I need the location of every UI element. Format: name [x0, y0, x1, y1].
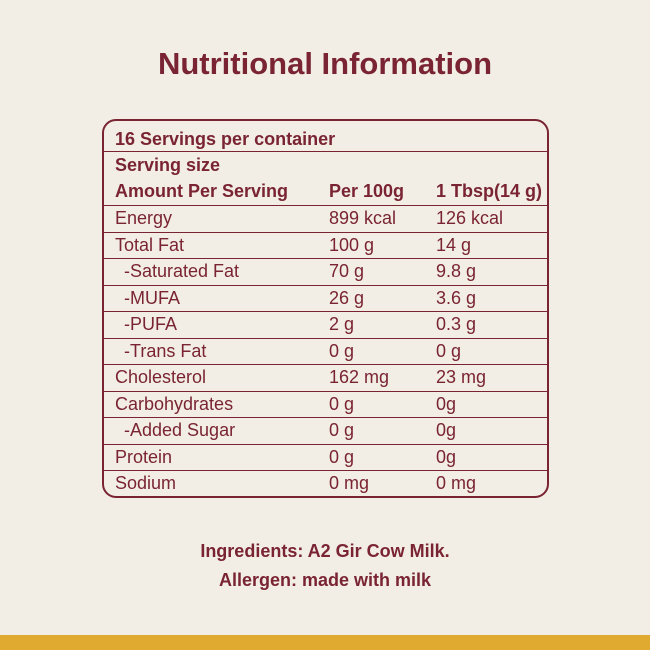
nutrient-name: -Added Sugar: [124, 420, 236, 440]
title: Nutritional Information: [157, 46, 493, 81]
row-rule: [104, 258, 547, 259]
row-rule: [104, 390, 547, 392]
nutrient-value: 0.3 g: [436, 314, 477, 334]
nutrient-name: Sodium: [115, 473, 177, 493]
column-header: Amount Per Serving: [115, 181, 289, 201]
nutrient-value: 126 kcal: [436, 208, 504, 228]
row-rule: [104, 443, 547, 445]
serving-size: Serving size: [115, 155, 221, 175]
ingredients: Ingredients: A2 Gir Cow Milk.: [200, 541, 450, 561]
nutrient-value: 100 g: [329, 234, 375, 255]
nutrient-value: 0 g: [329, 420, 355, 440]
nutrient-name: Energy: [115, 208, 173, 228]
nutrient-name: -MUFA: [124, 287, 180, 308]
nutrient-value: 70 g: [329, 261, 365, 281]
row-rule: [104, 311, 547, 312]
row-rule: [104, 417, 547, 418]
nutrient-value: 0g: [436, 446, 457, 467]
nutrient-value: 0g: [436, 393, 457, 414]
column-header: Per 100g: [329, 181, 405, 201]
allergen: Allergen: made with milk: [218, 570, 432, 590]
nutrient-name: -PUFA: [124, 314, 178, 334]
bottom-bar: [0, 635, 650, 650]
nutrient-name: -Trans Fat: [124, 340, 207, 361]
nutrition-table: 16 Servings per container Serving size Amo…: [102, 119, 549, 498]
nutrient-value: 26 g: [329, 287, 365, 308]
nutrient-name: Protein: [115, 446, 173, 467]
nutrient-value: 0 g: [329, 393, 355, 414]
nutrient-value: 9.8 g: [436, 261, 477, 281]
row-rule: [104, 337, 547, 339]
nutrient-value: 2 g: [329, 314, 355, 334]
row-rule: [104, 470, 547, 471]
nutrient-value: 0g: [436, 420, 457, 440]
row-rule: [104, 284, 547, 286]
nutrient-value: 0 mg: [329, 473, 370, 493]
nutrient-name: Cholesterol: [115, 367, 207, 387]
nutrient-value: 0 g: [329, 446, 355, 467]
nutrient-name: -Saturated Fat: [124, 261, 240, 281]
nutrient-value: 162 mg: [329, 367, 390, 387]
column-header: 1 Tbsp(14 g): [436, 181, 543, 201]
row-rule: [104, 205, 547, 206]
nutrient-value: 899 kcal: [329, 208, 397, 228]
nutrient-value: 23 mg: [436, 367, 487, 387]
nutrient-name: Carbohydrates: [115, 393, 234, 414]
nutrient-value: 0 g: [436, 340, 462, 361]
nutrient-value: 0 mg: [436, 473, 477, 493]
nutrient-value: 0 g: [329, 340, 355, 361]
row-rule: [104, 231, 547, 233]
nutrient-value: 14 g: [436, 234, 472, 255]
row-rule: [104, 364, 547, 365]
nutrient-name: Total Fat: [115, 234, 185, 255]
nutrient-value: 3.6 g: [436, 287, 477, 308]
row-rule: [104, 151, 547, 152]
servings: 16 Servings per container: [115, 129, 336, 149]
